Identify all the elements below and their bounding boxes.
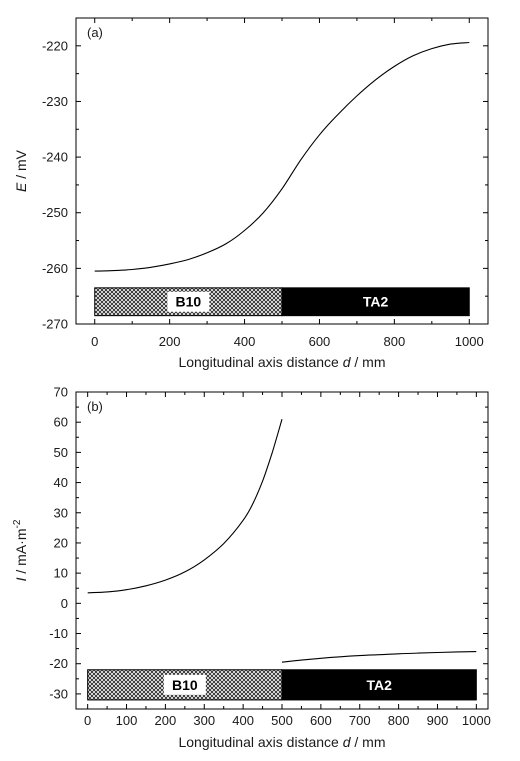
x-axis-title-unit: / mm xyxy=(351,734,386,750)
y-axis-title-unit: / mA·m xyxy=(13,529,29,578)
plot-frame xyxy=(75,17,489,325)
x-tick-label: 600 xyxy=(309,334,331,349)
data-line-series-1 xyxy=(281,651,477,663)
y-tick-label: -240 xyxy=(42,150,68,165)
plot-frame xyxy=(75,391,489,710)
x-axis-title-prefix: Longitudinal axis distance xyxy=(178,354,342,370)
x-axis-title-symbol: d xyxy=(343,734,352,750)
x-axis-title: Longitudinal axis distance d / mm xyxy=(178,734,385,750)
data-line-series-0 xyxy=(87,419,283,594)
region-ta2-bar xyxy=(281,287,470,317)
y-tick-label: 20 xyxy=(54,535,68,550)
region-label-background xyxy=(163,674,206,695)
y-tick-label: -230 xyxy=(42,94,68,109)
y-tick-label: 50 xyxy=(54,445,68,460)
x-tick-label: 400 xyxy=(232,713,254,728)
data-line-series-0 xyxy=(94,41,470,272)
region-label-background xyxy=(167,291,210,312)
x-tick-label: 100 xyxy=(116,713,138,728)
y-axis-title-unit: / mV xyxy=(13,149,29,182)
panel-label: (a) xyxy=(87,25,103,40)
y-tick-label: -260 xyxy=(42,261,68,276)
y-tick-label: 10 xyxy=(54,566,68,581)
chart-panel-a: B10 TA2 0 200 400 600 800 1000 -270 -260 -250 -240 -… xyxy=(13,17,489,370)
y-tick-label: 70 xyxy=(54,385,68,400)
region-ta2-bar xyxy=(281,669,477,701)
y-tick-label: 0 xyxy=(61,596,68,611)
x-tick-label: 500 xyxy=(271,713,293,728)
y-axis-title-superscript: -2 xyxy=(12,519,23,528)
region-b10-label: B10 xyxy=(176,294,202,310)
region-ta2-label: TA2 xyxy=(363,294,389,310)
x-tick-label: 200 xyxy=(155,713,177,728)
y-tick-label: -270 xyxy=(42,317,68,332)
y-tick-label: 40 xyxy=(54,475,68,490)
region-ta2-label: TA2 xyxy=(366,677,392,693)
y-axis-title: E / mV xyxy=(13,149,29,192)
y-tick-label: -220 xyxy=(42,38,68,53)
y-tick-label: 60 xyxy=(54,415,68,430)
y-tick-label: -20 xyxy=(49,656,68,671)
y-axis-title: I / mA·m-2 xyxy=(12,519,29,581)
x-tick-label: 800 xyxy=(388,713,410,728)
y-tick-label: -250 xyxy=(42,205,68,220)
x-tick-label: 1000 xyxy=(462,713,491,728)
x-tick-label: 600 xyxy=(310,713,332,728)
x-tick-label: 300 xyxy=(193,713,215,728)
x-tick-label: 900 xyxy=(427,713,449,728)
y-tick-label: -30 xyxy=(49,686,68,701)
x-axis-title-unit: / mm xyxy=(351,354,386,370)
x-tick-label: 800 xyxy=(384,334,406,349)
x-axis-title-symbol: d xyxy=(343,354,352,370)
x-tick-label: 700 xyxy=(349,713,371,728)
x-axis-title: Longitudinal axis distance d / mm xyxy=(178,354,385,370)
y-tick-label: -10 xyxy=(49,626,68,641)
region-b10-label: B10 xyxy=(172,677,198,693)
y-tick-label: 30 xyxy=(54,505,68,520)
x-tick-label: 1000 xyxy=(455,334,484,349)
y-axis-title-symbol: I xyxy=(13,577,29,581)
x-tick-label: 400 xyxy=(234,334,256,349)
x-tick-label: 200 xyxy=(159,334,181,349)
y-axis-title-symbol: E xyxy=(13,182,29,192)
x-tick-label: 0 xyxy=(91,334,98,349)
x-tick-label: 0 xyxy=(84,713,91,728)
panel-label: (b) xyxy=(87,399,103,414)
x-axis-title-prefix: Longitudinal axis distance xyxy=(178,734,342,750)
